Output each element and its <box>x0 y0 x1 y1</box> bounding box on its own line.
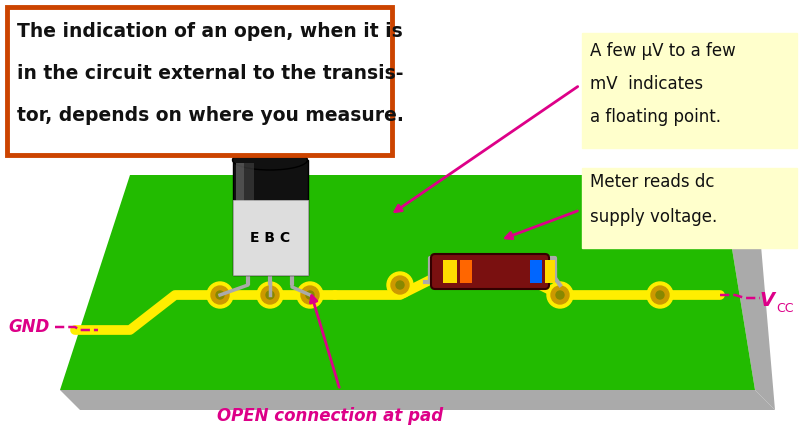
Circle shape <box>261 286 278 304</box>
Polygon shape <box>719 175 774 410</box>
Ellipse shape <box>233 150 307 170</box>
Text: Meter reads dc: Meter reads dc <box>589 173 714 191</box>
Circle shape <box>257 282 282 308</box>
Text: supply voltage.: supply voltage. <box>589 208 716 226</box>
Text: A few μV to a few: A few μV to a few <box>589 42 735 60</box>
Text: E B C: E B C <box>249 231 290 245</box>
Circle shape <box>301 286 318 304</box>
Bar <box>545 260 554 283</box>
Circle shape <box>297 282 322 308</box>
Circle shape <box>306 291 314 299</box>
Text: mV  indicates: mV indicates <box>589 75 703 93</box>
Bar <box>236 163 253 272</box>
Text: in the circuit external to the transis-: in the circuit external to the transis- <box>17 64 403 83</box>
Circle shape <box>387 272 412 298</box>
Text: GND: GND <box>8 318 49 336</box>
Circle shape <box>655 291 663 299</box>
Polygon shape <box>60 390 774 410</box>
Text: V: V <box>759 291 774 310</box>
FancyBboxPatch shape <box>431 254 549 289</box>
Circle shape <box>555 291 563 299</box>
FancyBboxPatch shape <box>7 7 391 155</box>
Circle shape <box>546 282 573 308</box>
Text: CC: CC <box>775 302 792 316</box>
Circle shape <box>646 282 672 308</box>
Text: The indication of an open, when it is: The indication of an open, when it is <box>17 22 403 41</box>
Polygon shape <box>60 175 754 390</box>
FancyBboxPatch shape <box>581 168 796 248</box>
Bar <box>460 260 472 283</box>
Circle shape <box>265 291 273 299</box>
Text: OPEN connection at pad: OPEN connection at pad <box>217 407 443 425</box>
Circle shape <box>211 286 229 304</box>
Circle shape <box>650 286 668 304</box>
Circle shape <box>391 276 408 294</box>
Circle shape <box>207 282 233 308</box>
Bar <box>236 163 244 272</box>
Text: a floating point.: a floating point. <box>589 108 720 126</box>
Bar <box>233 160 308 275</box>
Circle shape <box>395 281 403 289</box>
Text: tor, depends on where you measure.: tor, depends on where you measure. <box>17 106 403 125</box>
Bar <box>529 260 541 283</box>
Bar <box>233 200 308 275</box>
Bar <box>443 260 456 283</box>
FancyBboxPatch shape <box>581 33 796 148</box>
Circle shape <box>550 286 569 304</box>
Circle shape <box>216 291 224 299</box>
